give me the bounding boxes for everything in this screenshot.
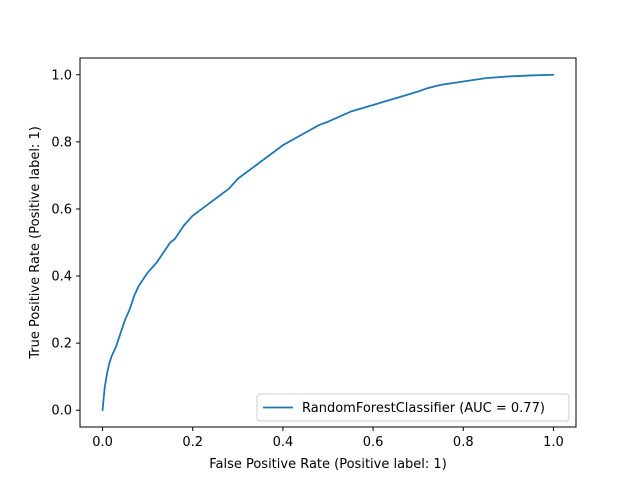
- x-axis-label: False Positive Rate (Positive label: 1): [209, 457, 447, 472]
- y-tick-label: 1.0: [51, 68, 72, 83]
- y-tick-label: 0.2: [51, 337, 72, 352]
- legend-entry-label: RandomForestClassifier (AUC = 0.77): [302, 401, 545, 416]
- x-tick-label: 0.2: [182, 435, 203, 450]
- y-tick-label: 0.6: [51, 202, 72, 217]
- x-tick-label: 0.6: [363, 435, 384, 450]
- x-tick-label: 0.0: [92, 435, 113, 450]
- legend-box: [256, 393, 570, 422]
- axes-frame: [79, 57, 577, 428]
- x-tick-label: 0.8: [453, 435, 474, 450]
- y-tick-label: 0.8: [51, 135, 72, 150]
- y-tick-label: 0.0: [51, 404, 72, 419]
- x-tick-label: 0.4: [273, 435, 294, 450]
- roc-curve-line: [101, 73, 555, 412]
- x-tick-label: 1.0: [543, 435, 564, 450]
- legend: RandomForestClassifier (AUC = 0.77): [256, 393, 570, 422]
- y-tick-label: 0.4: [51, 270, 72, 285]
- plot-area: [101, 73, 555, 412]
- y-axis-ticks: 0.0 0.2 0.4 0.6 0.8 1.0: [51, 68, 80, 419]
- y-axis-label: True Positive Rate (Positive label: 1): [28, 126, 43, 360]
- x-axis-ticks: 0.0 0.2 0.4 0.6 0.8 1.0: [92, 427, 564, 450]
